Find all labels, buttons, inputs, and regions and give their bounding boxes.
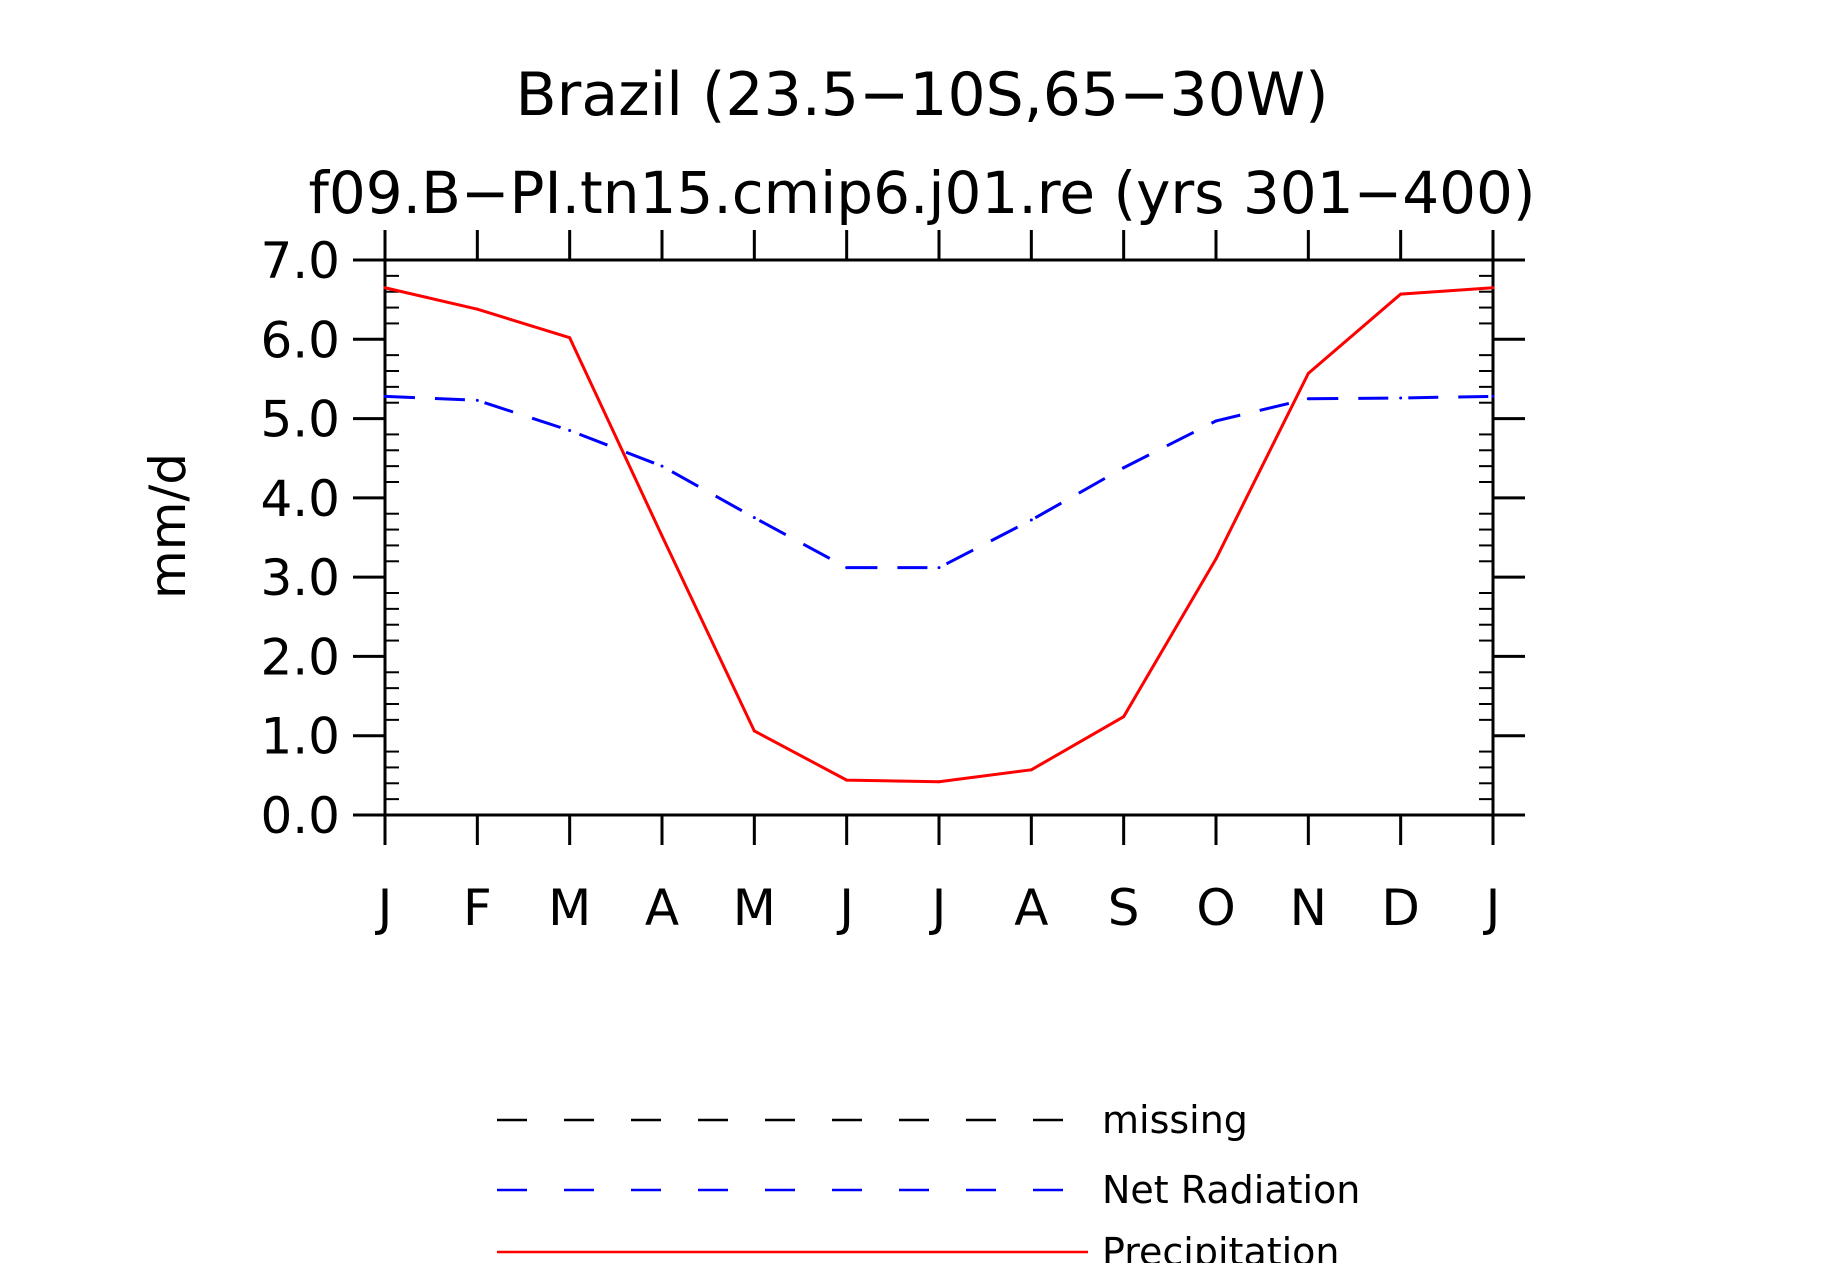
data-point-precipitation bbox=[475, 307, 479, 311]
data-point-precipitation bbox=[1491, 286, 1495, 290]
x-tick-label: J bbox=[836, 879, 854, 937]
data-point-precipitation bbox=[1122, 715, 1126, 719]
x-tick-label: O bbox=[1196, 879, 1235, 937]
data-point-net-radiation bbox=[1029, 518, 1033, 522]
series-line-precipitation bbox=[384, 286, 1494, 784]
data-point-precipitation bbox=[383, 286, 387, 290]
x-tick-label: J bbox=[375, 879, 393, 937]
legend-label-precipitation: Precipitation bbox=[1102, 1230, 1340, 1263]
data-point-precipitation bbox=[1399, 292, 1403, 296]
y-tick-label: 0.0 bbox=[260, 787, 340, 845]
y-tick-label: 5.0 bbox=[260, 391, 340, 449]
data-point-net-radiation bbox=[383, 394, 387, 398]
x-tick-label: A bbox=[645, 879, 679, 937]
data-point-net-radiation bbox=[845, 566, 849, 570]
x-tick-label: M bbox=[548, 879, 591, 937]
data-point-precipitation bbox=[660, 534, 664, 538]
series-line-net-radiation bbox=[384, 394, 1494, 570]
legend-label-missing: missing bbox=[1102, 1098, 1248, 1142]
legend-label-net-radiation: Net Radiation bbox=[1102, 1168, 1360, 1212]
data-point-net-radiation bbox=[1399, 396, 1403, 400]
data-point-precipitation bbox=[1214, 557, 1218, 561]
data-point-precipitation bbox=[568, 336, 572, 340]
legend: missing Net Radiation Precipitation bbox=[497, 1098, 1360, 1263]
data-point-precipitation bbox=[752, 729, 756, 733]
chart-subtitle: f09.B−PI.tn15.cmip6.j01.re (yrs 301−400) bbox=[308, 159, 1535, 227]
data-point-net-radiation bbox=[568, 428, 572, 432]
data-point-net-radiation bbox=[937, 566, 941, 570]
data-point-net-radiation bbox=[1491, 394, 1495, 398]
plot-area: 0.01.02.03.04.05.06.07.0J F M A M J J A S O N D J bbox=[260, 230, 1525, 937]
data-point-precipitation bbox=[937, 780, 941, 784]
y-tick-label: 4.0 bbox=[260, 470, 340, 528]
y-tick-label: 7.0 bbox=[260, 232, 340, 290]
data-point-net-radiation bbox=[1214, 419, 1218, 423]
x-tick-label: M bbox=[733, 879, 776, 937]
x-tick-label: S bbox=[1108, 879, 1140, 937]
y-tick-label: 6.0 bbox=[260, 311, 340, 369]
data-point-precipitation bbox=[845, 778, 849, 782]
x-tick-label: J bbox=[929, 879, 947, 937]
data-point-net-radiation bbox=[1122, 466, 1126, 470]
data-point-net-radiation bbox=[660, 464, 664, 468]
data-point-precipitation bbox=[1306, 371, 1310, 375]
data-point-net-radiation bbox=[475, 398, 479, 402]
y-axis-title: mm/d bbox=[139, 453, 197, 599]
x-tick-label: N bbox=[1290, 879, 1327, 937]
y-tick-label: 2.0 bbox=[260, 628, 340, 686]
x-tick-label: D bbox=[1381, 879, 1420, 937]
y-tick-label: 3.0 bbox=[260, 549, 340, 607]
chart-title: Brazil (23.5−10S,65−30W) bbox=[516, 60, 1329, 130]
x-tick-label: F bbox=[463, 879, 492, 937]
plot-frame bbox=[383, 258, 1495, 817]
data-point-net-radiation bbox=[1306, 397, 1310, 401]
x-tick-label: A bbox=[1014, 879, 1048, 937]
x-tick-label: J bbox=[1483, 879, 1501, 937]
y-tick-label: 1.0 bbox=[260, 708, 340, 766]
data-point-precipitation bbox=[1029, 768, 1033, 772]
data-point-net-radiation bbox=[752, 516, 756, 520]
